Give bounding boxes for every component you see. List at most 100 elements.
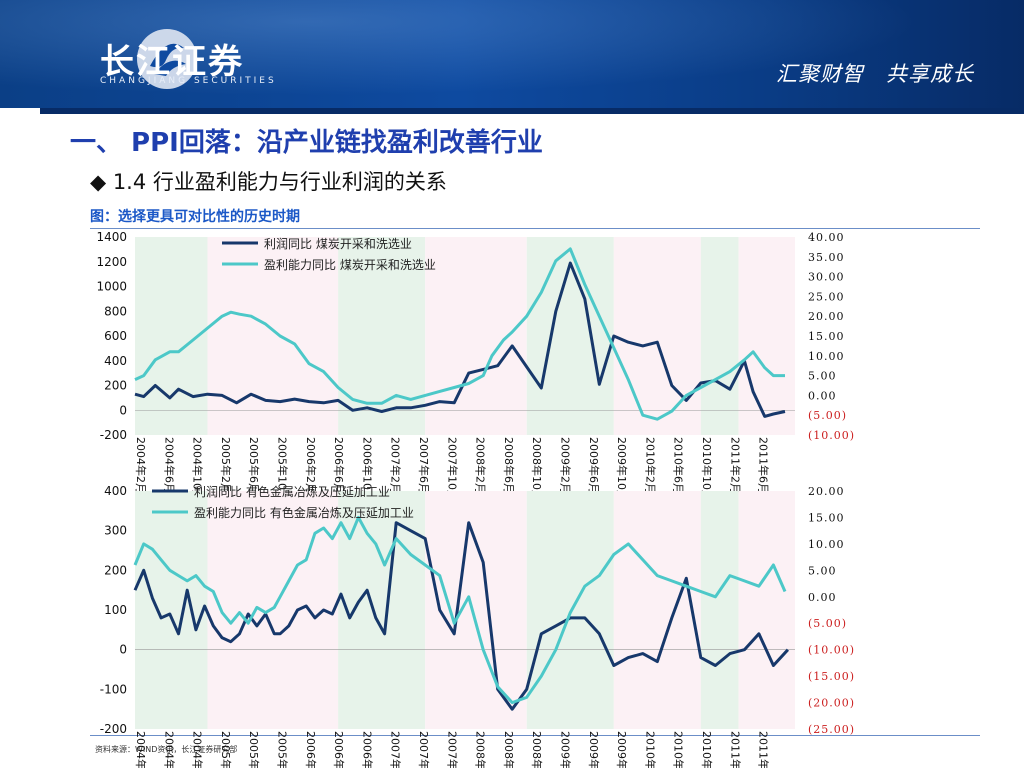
logo-emblem <box>137 29 197 89</box>
chart2-left-tick: 0 <box>119 643 127 657</box>
chart2-category-label: 2006年6月 <box>332 731 346 768</box>
chart2-category-label: 2007年10月 <box>445 731 459 768</box>
chart1-right-tick: 20.00 <box>808 310 845 323</box>
chart1-period-band <box>425 237 527 435</box>
chart2-category-label: 2010年10月 <box>700 731 714 768</box>
chart1-legend-label: 利润同比 煤炭开采和洗选业 <box>264 237 412 251</box>
chart1-category-label: 2010年2月 <box>643 437 657 494</box>
header-stripe <box>40 108 1024 114</box>
chart1-category-label: 2006年10月 <box>360 437 374 501</box>
chart2-period-band <box>338 491 426 729</box>
chart2-right-tick: 15.00 <box>808 511 845 524</box>
chart1-category-label: 2010年6月 <box>672 437 686 494</box>
chart1-left-tick: 800 <box>104 304 127 318</box>
chart1-right-tick: 5.00 <box>808 370 837 383</box>
chart1-left-tick: 400 <box>104 354 127 368</box>
chart1-right-tick: (5.00) <box>808 409 847 422</box>
chart1-period-band <box>135 237 208 435</box>
chart2-category-label: 2006年10月 <box>360 731 374 768</box>
chart2-category-label: 2004年10月 <box>191 731 205 768</box>
chart1-category-label: 2004年10月 <box>191 437 205 501</box>
chart2-category-label: 2011年6月 <box>757 731 771 768</box>
chart2-legend-label: 盈利能力同比 有色金属冶炼及压延加工业 <box>194 505 414 520</box>
chart2-period-band <box>700 491 739 729</box>
chart2-left-tick: 400 <box>104 484 127 498</box>
chart2-period-band <box>613 491 701 729</box>
chart1-category-label: 2009年2月 <box>559 437 573 494</box>
chart1-left-tick: 600 <box>104 329 127 343</box>
chart2-category-label: 2007年6月 <box>417 731 431 768</box>
chart1-category-label: 2008年2月 <box>474 437 488 494</box>
chart1-category-label: 2006年2月 <box>304 437 318 494</box>
chart1-period-band <box>613 237 701 435</box>
chart1-category-label: 2007年6月 <box>417 437 431 494</box>
chart1-period-band <box>526 237 614 435</box>
chart1-series-line-ability <box>134 247 785 421</box>
chart2-category-label: 2010年2月 <box>643 731 657 768</box>
chart1-right-tick: 35.00 <box>808 251 845 264</box>
chart2-category-label: 2004年6月 <box>162 731 176 768</box>
chart1-left-tick: 1200 <box>96 255 127 269</box>
chart2-category-label: 2007年2月 <box>389 731 403 768</box>
chart2-category-label: 2008年2月 <box>474 731 488 768</box>
chart2-category-label: 2004年2月 <box>134 731 148 768</box>
chart2-category-label: 2005年2月 <box>219 731 233 768</box>
chart1-right-tick: 10.00 <box>808 350 845 363</box>
chart2-series-line-profit <box>133 521 790 711</box>
chart2-right-tick: 20.00 <box>808 485 845 498</box>
chart2-left-tick: 200 <box>104 563 127 577</box>
figure-top-rule <box>90 228 980 229</box>
chart2-right-tick: (25.00) <box>808 723 855 736</box>
chart2-right-tick: (20.00) <box>808 697 855 710</box>
chart2-left-tick: -100 <box>100 682 127 696</box>
chart1-left-tick: 0 <box>119 403 127 417</box>
chart2-category-label: 2010年6月 <box>672 731 686 768</box>
chart1-left-tick: 1400 <box>96 230 127 244</box>
figure-label: 图：选择更具可对比性的历史时期 <box>90 209 300 225</box>
chart2-period-band <box>425 491 527 729</box>
chart1-left-tick: -200 <box>100 428 127 442</box>
chart1-category-label: 2009年6月 <box>587 437 601 494</box>
chart1-category-label: 2005年2月 <box>219 437 233 494</box>
chart1-right-tick: 30.00 <box>808 271 845 284</box>
chart1-series-line-profit <box>134 261 786 418</box>
chart1-right-tick: (10.00) <box>808 429 855 442</box>
chart2-right-tick: (5.00) <box>808 617 847 630</box>
chart1-legend-label: 盈利能力同比 煤炭开采和洗选业 <box>264 258 436 272</box>
logo-text: 长江证券 <box>100 42 244 82</box>
section-subtitle: ◆ 1.4 行业盈利能力与行业利润的关系 <box>90 170 447 194</box>
chart2-period-band <box>738 491 795 729</box>
chart2-left-tick: 300 <box>104 524 127 538</box>
chart2-category-label: 2009年6月 <box>587 731 601 768</box>
chart1-left-tick: 1000 <box>96 280 127 294</box>
chart1-right-tick: 40.00 <box>808 231 845 244</box>
chart2-category-label: 2005年6月 <box>247 731 261 768</box>
chart2-category-label: 2009年10月 <box>615 731 629 768</box>
chart2-left-tick: 100 <box>104 603 127 617</box>
chart1-period-band <box>700 237 739 435</box>
chart2-category-label: 2008年6月 <box>502 731 516 768</box>
chart1-category-label: 2011年6月 <box>757 437 771 494</box>
chart1-category-label: 2007年2月 <box>389 437 403 494</box>
chart1-category-label: 2006年6月 <box>332 437 346 494</box>
chart1-category-label: 2004年6月 <box>162 437 176 494</box>
chart2-category-label: 2005年10月 <box>276 731 290 768</box>
chart2-right-tick: (10.00) <box>808 644 855 657</box>
page-title: 一、 PPI回落：沿产业链找盈利改善行业 <box>70 128 543 158</box>
header-banner: 长江证券 CHANGJIANG SECURITIES 汇聚财智 共享成长 <box>0 0 1024 108</box>
chart2-category-label: 2008年10月 <box>530 731 544 768</box>
chart1-right-tick: 15.00 <box>808 330 845 343</box>
chart2-series-line-ability <box>133 515 787 705</box>
slogan: 汇聚财智 共享成长 <box>776 62 974 86</box>
chart2-legend-label: 利润同比 有色金属冶炼及压延加工业 <box>194 484 390 499</box>
chart2-left-tick: -200 <box>100 722 127 736</box>
chart1-period-band <box>738 237 795 435</box>
chart1-category-label: 2009年10月 <box>615 437 629 501</box>
chart1-category-label: 2011年2月 <box>728 437 742 494</box>
chart2-right-tick: 10.00 <box>808 538 845 551</box>
logo-subtitle: CHANGJIANG SECURITIES <box>100 76 277 86</box>
chart2-right-tick: 0.00 <box>808 591 837 604</box>
chart1-category-label: 2007年10月 <box>445 437 459 501</box>
chart1-category-label: 2005年6月 <box>247 437 261 494</box>
